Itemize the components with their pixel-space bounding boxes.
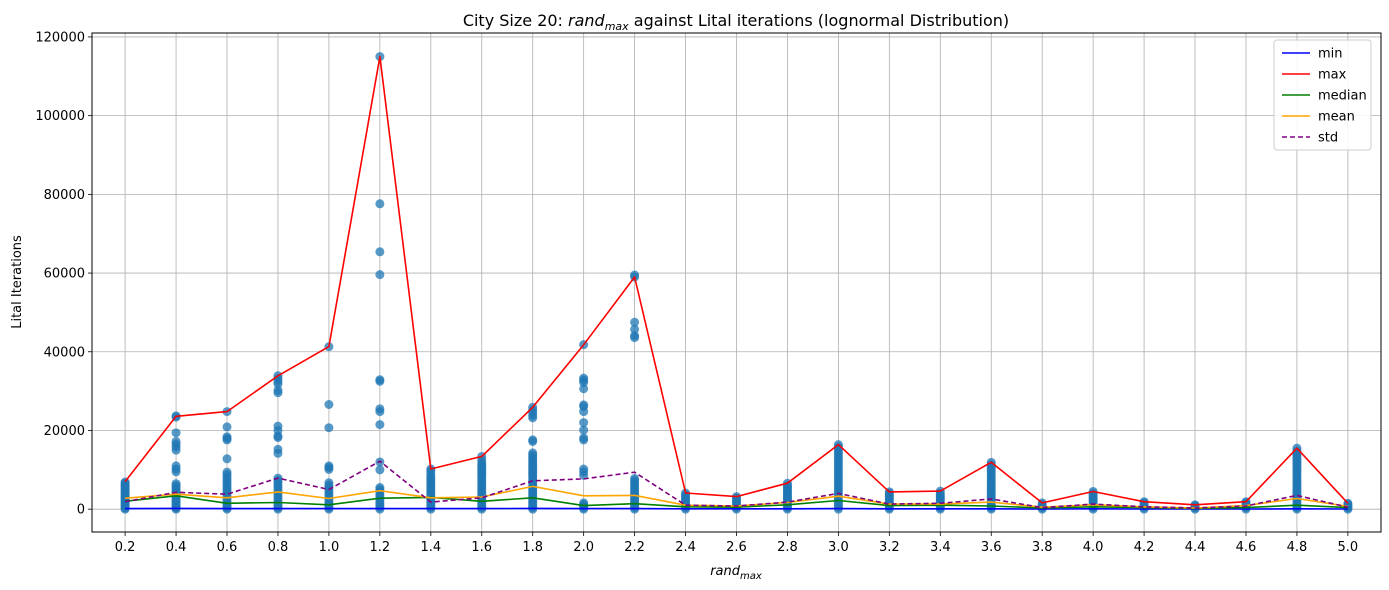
- x-tick-label: 5.0: [1338, 540, 1359, 555]
- series-lines: [124, 55, 1349, 510]
- scatter-point: [579, 418, 589, 428]
- chart-title-var: rand: [568, 11, 606, 30]
- x-tick-label: 2.8: [777, 540, 798, 555]
- scatter-point: [579, 373, 589, 383]
- y-axis-label: Lital Iterations: [10, 235, 25, 329]
- x-tick-label: 0.4: [166, 540, 187, 555]
- legend-box: [1273, 39, 1372, 151]
- scatter-point: [579, 433, 589, 443]
- scatter-point: [375, 483, 385, 493]
- scatter-point: [324, 423, 334, 433]
- chart-title-suffix: against Lital iterations (lognormal Dist…: [629, 11, 1009, 30]
- x-tick-label: 4.6: [1236, 540, 1257, 555]
- x-tick-label: 0.2: [115, 540, 136, 555]
- scatter-point: [375, 247, 385, 257]
- scatter-point: [324, 478, 334, 488]
- scatter-point: [273, 385, 283, 395]
- scatter-point: [324, 399, 334, 409]
- scatter-point: [222, 422, 232, 432]
- scatter-point: [375, 375, 385, 385]
- y-tick-label: 120000: [35, 30, 85, 45]
- x-tick-label: 1.6: [471, 540, 492, 555]
- scatter-point: [222, 467, 232, 477]
- scatter-point: [630, 473, 640, 483]
- scatter-point: [171, 436, 181, 446]
- scatter-point: [630, 270, 640, 280]
- scatter-point: [222, 432, 232, 442]
- x-tick-label: 3.8: [1032, 540, 1053, 555]
- y-tick-label: 0: [77, 503, 85, 518]
- series-line-std: [124, 460, 1349, 509]
- scatter-point: [579, 464, 589, 474]
- x-tick-label: 2.4: [675, 540, 696, 555]
- x-tick-label: 1.0: [319, 540, 340, 555]
- y-tick-label: 40000: [44, 345, 85, 360]
- y-axis-ticks: 0 20000 40000 60000 80000 100000 120000: [35, 30, 92, 518]
- x-tick-label: 3.2: [879, 540, 900, 555]
- x-tick-label: 1.8: [522, 540, 543, 555]
- scatter-point: [375, 270, 385, 280]
- legend: min max median mean std: [1273, 39, 1372, 151]
- x-axis-label-subscript: max: [740, 571, 762, 582]
- scatter-point: [579, 384, 589, 394]
- scatter-point: [375, 404, 385, 414]
- x-tick-label: 3.6: [981, 540, 1002, 555]
- scatter-point: [375, 420, 385, 430]
- chart-title-prefix: City Size 20:: [463, 11, 568, 30]
- x-axis-label: randmax: [710, 564, 762, 582]
- scatter-point: [171, 428, 181, 438]
- x-tick-label: 3.4: [930, 540, 951, 555]
- scatter-point: [630, 331, 640, 341]
- scatter-point: [375, 199, 385, 209]
- x-tick-label: 2.2: [624, 540, 645, 555]
- scatter-point: [579, 400, 589, 410]
- x-tick-label: 2.6: [726, 540, 747, 555]
- y-tick-label: 60000: [44, 267, 85, 282]
- scatter-point: [528, 448, 538, 458]
- x-tick-label: 0.6: [217, 540, 238, 555]
- scatter-point: [120, 477, 130, 487]
- legend-label-min: min: [1318, 47, 1343, 62]
- scatter-point: [630, 317, 640, 327]
- x-tick-label: 4.0: [1083, 540, 1104, 555]
- y-tick-label: 80000: [44, 188, 85, 203]
- scatter-point: [273, 421, 283, 431]
- x-tick-label: 4.8: [1287, 540, 1308, 555]
- scatter-point: [630, 324, 640, 334]
- scatter-point: [222, 454, 232, 464]
- x-axis-ticks: 0.2 0.4 0.6 0.8 1.0 1.2 1.4 1.6 1.8 2.0 2.2 2.4 2.6 2…: [115, 532, 1358, 555]
- legend-label-mean: mean: [1318, 110, 1355, 125]
- x-tick-label: 1.2: [370, 540, 391, 555]
- x-tick-label: 3.0: [828, 540, 849, 555]
- chart-title-var-subscript: max: [605, 20, 629, 33]
- x-tick-label: 2.0: [573, 540, 594, 555]
- x-axis-label-base: rand: [710, 564, 741, 579]
- scatter-point: [171, 479, 181, 489]
- scatter-point: [324, 461, 334, 471]
- legend-label-std: std: [1318, 131, 1338, 146]
- scatter-point: [579, 425, 589, 435]
- x-tick-label: 0.8: [268, 540, 289, 555]
- scatter-point: [375, 465, 385, 475]
- grid: [92, 33, 1381, 532]
- chart-title: City Size 20: randmax against Lital iter…: [463, 11, 1009, 33]
- y-tick-label: 20000: [44, 424, 85, 439]
- x-tick-label: 1.4: [420, 540, 441, 555]
- scatter-point: [273, 444, 283, 454]
- x-tick-label: 4.2: [1134, 540, 1155, 555]
- x-tick-label: 4.4: [1185, 540, 1206, 555]
- legend-label-max: max: [1318, 68, 1347, 83]
- scatter-point: [171, 461, 181, 471]
- y-tick-label: 100000: [35, 109, 85, 124]
- scatter-point: [528, 435, 538, 445]
- series-line-max: [124, 55, 1349, 506]
- legend-label-median: median: [1318, 89, 1367, 104]
- series-line-min: [125, 507, 1348, 510]
